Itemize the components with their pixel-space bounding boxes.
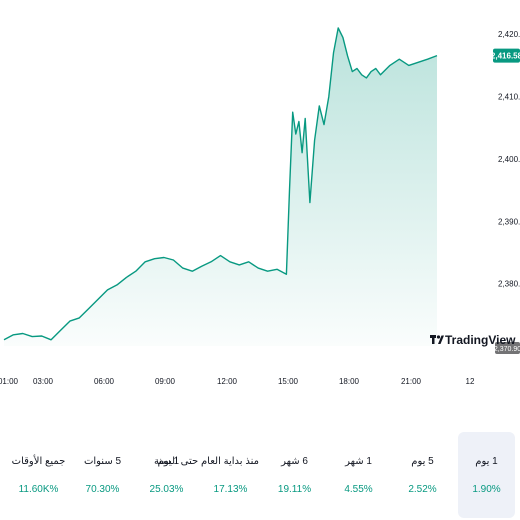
performance-period-button[interactable]: 1 شهر 4.55% — [330, 432, 387, 518]
y-tick-label: 2,390.00 — [498, 217, 520, 226]
performance-period-label: 5 سنوات — [83, 456, 122, 467]
low-price-tag: 2,370.90 — [494, 342, 520, 354]
x-tick-label: 03:00 — [33, 377, 54, 386]
performance-period-button[interactable]: 6 شهر 19.11% — [266, 432, 323, 518]
tradingview-logo: TradingView — [430, 333, 516, 347]
performance-period-label: 1 يوم — [475, 456, 498, 467]
last-price-tag: 2,416.58 — [491, 48, 520, 63]
x-tick-label: 09:00 — [155, 377, 176, 386]
performance-period-label: منذ بداية العام حتى اليوم — [157, 456, 259, 467]
performance-period-value: 17.13% — [213, 484, 248, 495]
performance-period-button[interactable]: جميع الأوقات 11.60K% — [10, 432, 67, 518]
last-price-label: 2,416.58 — [491, 52, 520, 61]
performance-period-value: 25.03% — [149, 484, 184, 495]
performance-bar: 1 يوم 1.90% 5 يوم 2.52% 1 شهر 4.55% 6 شهر 19.11… — [0, 432, 520, 518]
tradingview-logo-text: TradingView — [445, 333, 516, 347]
price-line — [3, 27, 438, 341]
performance-period-label: 6 شهر — [281, 456, 308, 467]
price-area-fill — [4, 28, 437, 346]
x-tick-label: 18:00 — [339, 377, 360, 386]
tradingview-logo-icon — [430, 335, 444, 344]
x-tick-label: 15:00 — [278, 377, 299, 386]
y-tick-label: 2,410.00 — [498, 93, 520, 102]
x-tick-label: 12:00 — [217, 377, 238, 386]
performance-period-value: 11.60K% — [18, 484, 59, 495]
performance-period-button[interactable]: 5 سنوات 70.30% — [74, 432, 131, 518]
performance-period-label: 5 يوم — [411, 456, 434, 467]
performance-period-button[interactable]: 1 يوم 1.90% — [458, 432, 515, 518]
x-tick-label: 21:00 — [401, 377, 422, 386]
x-tick-label: 12 — [466, 377, 475, 386]
performance-period-button[interactable]: 5 يوم 2.52% — [394, 432, 451, 518]
performance-period-value: 1.90% — [472, 484, 501, 495]
x-tick-label: 01:00 — [0, 377, 19, 386]
y-tick-label: 2,400.00 — [498, 155, 520, 164]
performance-period-label: 1 سنة — [153, 456, 180, 467]
low-price-label: 2,370.90 — [494, 346, 520, 353]
y-tick-label: 2,380.00 — [498, 280, 520, 289]
performance-period-label: جميع الأوقات — [11, 456, 66, 467]
performance-period-value: 2.52% — [408, 484, 437, 495]
price-chart[interactable]: 2,380.00 2,390.00 2,400.00 2,410.00 2,420.00… — [0, 0, 520, 390]
performance-period-value: 4.55% — [344, 484, 373, 495]
performance-period-button[interactable]: 1 سنة 25.03% — [138, 432, 195, 518]
performance-period-button[interactable]: منذ بداية العام حتى اليوم 17.13% — [157, 432, 259, 518]
performance-period-label: 1 شهر — [345, 456, 372, 467]
y-tick-label: 2,420.00 — [498, 30, 520, 39]
performance-period-value: 19.11% — [277, 484, 312, 495]
performance-period-value: 70.30% — [85, 484, 120, 495]
x-tick-label: 06:00 — [94, 377, 115, 386]
